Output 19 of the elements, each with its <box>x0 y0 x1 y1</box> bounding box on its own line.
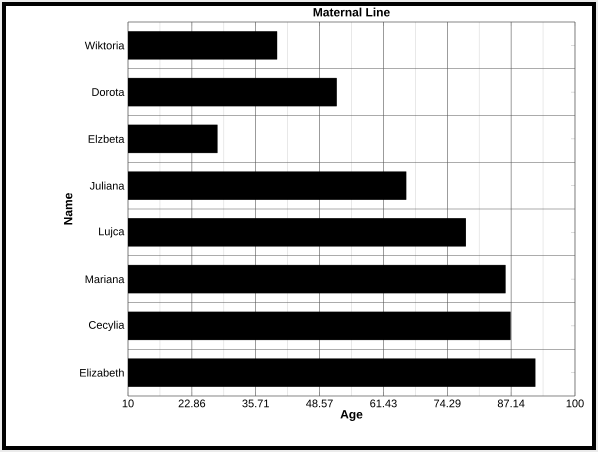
x-tick-label: 35.71 <box>242 400 269 408</box>
y-tick-label: Elzbeta <box>88 134 124 143</box>
x-tick-label: 22.86 <box>178 400 206 408</box>
y-tick-label: Lujca <box>99 227 124 238</box>
y-tick-label: Cecylia <box>88 320 124 331</box>
x-tick-label: 48.57 <box>306 400 333 408</box>
x-tick-label: 10 <box>122 400 134 408</box>
x-axis-title: Age <box>340 410 362 421</box>
chart-title: Maternal Line <box>314 8 390 16</box>
y-tick-label: Elizabeth <box>80 368 124 377</box>
x-tick-label: 87.14 <box>498 400 525 408</box>
x-tick-label: 100 <box>566 400 584 408</box>
y-tick-label: Mariana <box>86 275 124 284</box>
y-tick-label: Juliana <box>90 182 124 190</box>
y-tick-label: Wiktoria <box>84 41 124 50</box>
x-tick-label: 61.43 <box>370 400 397 408</box>
y-tick-label: Dorota <box>92 88 124 96</box>
y-axis-title: Name <box>64 193 72 225</box>
x-tick-label: 74.29 <box>434 400 461 408</box>
